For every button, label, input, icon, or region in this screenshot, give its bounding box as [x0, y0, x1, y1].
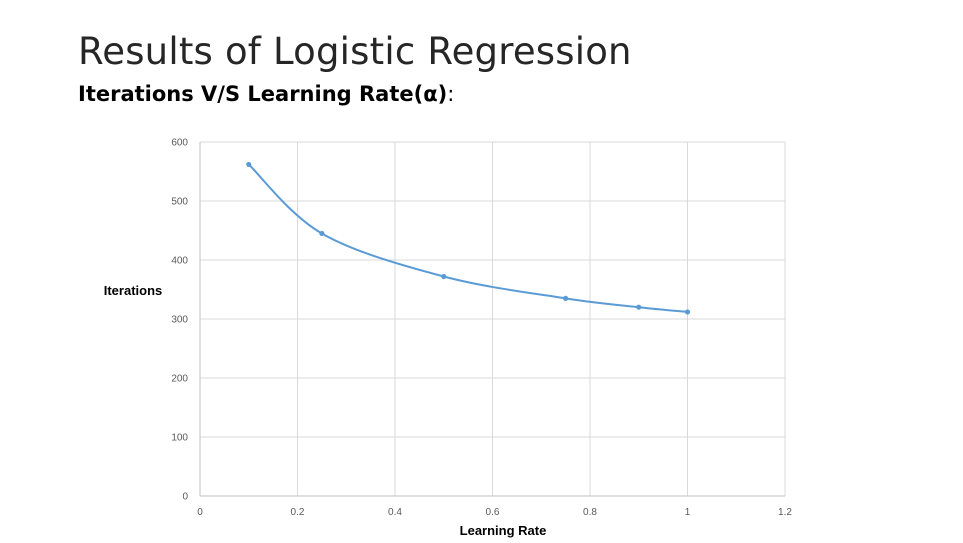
subtitle-colon: : [447, 82, 455, 106]
data-point [319, 230, 325, 237]
x-tick-label: 1 [685, 507, 691, 518]
x-tick-labels: 0 0.2 0.4 0.6 0.8 1 1.2 [197, 507, 792, 518]
x-tick-label: 0.6 [486, 507, 500, 518]
y-tick-label: 400 [171, 256, 188, 267]
y-axis-title: Iterations [104, 283, 163, 298]
y-tick-label: 0 [182, 492, 188, 503]
x-tick-label: 0.2 [291, 507, 305, 518]
x-tick-label: 0.8 [583, 507, 597, 518]
x-tick-label: 1.2 [778, 507, 792, 518]
x-axis-title: Learning Rate [460, 523, 547, 538]
data-points [246, 161, 691, 315]
data-point [563, 295, 569, 301]
data-point [636, 304, 642, 310]
y-tick-label: 300 [171, 315, 188, 326]
data-point [684, 309, 691, 315]
y-tick-labels: 0 100 200 300 400 500 600 [171, 138, 188, 503]
y-tick-label: 100 [171, 433, 188, 444]
axes [199, 142, 785, 497]
data-point [441, 273, 447, 280]
x-tick-label: 0 [197, 507, 203, 518]
slide-title: Results of Logistic Regression [78, 30, 632, 73]
y-tick-label: 600 [171, 138, 188, 149]
data-point [246, 161, 252, 168]
subtitle-text: Iterations V/S Learning Rate(α) [78, 82, 448, 106]
x-tick-label: 0.4 [388, 507, 402, 518]
series-line [248, 163, 688, 313]
y-tick-label: 500 [171, 197, 188, 208]
y-tick-label: 200 [171, 374, 188, 385]
slide-subtitle: Iterations V/S Learning Rate(α): [78, 82, 454, 106]
gridlines [200, 141, 786, 496]
